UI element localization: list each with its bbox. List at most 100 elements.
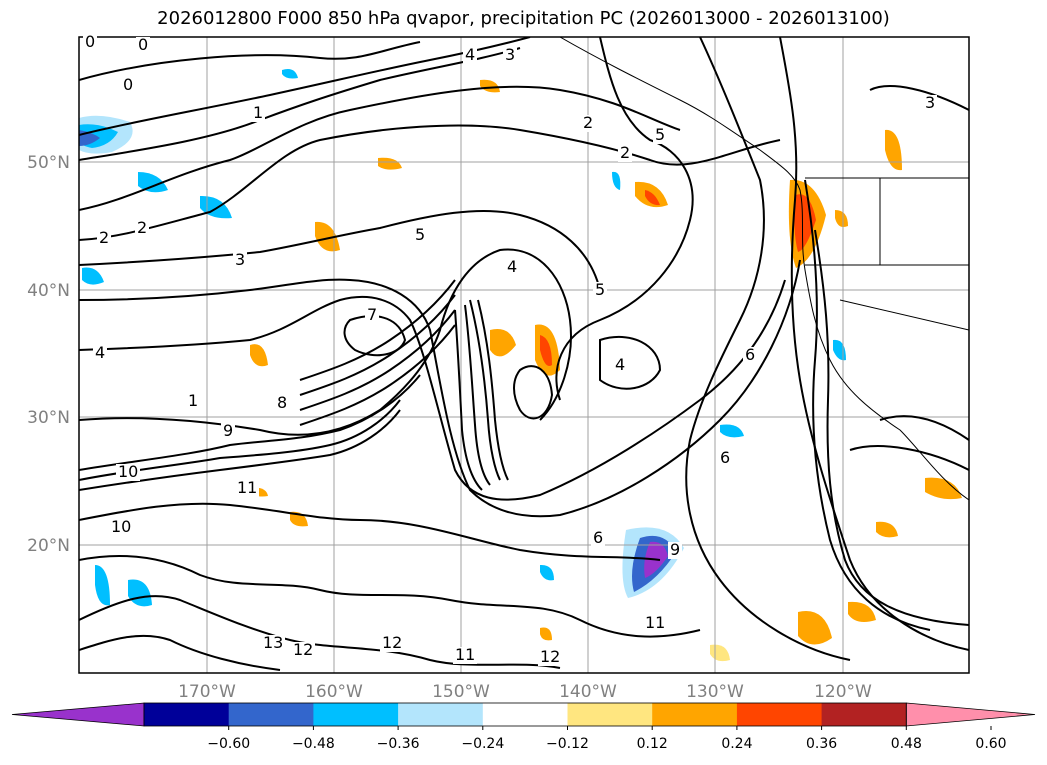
contour-label: 2 bbox=[99, 228, 109, 247]
contour-label-bg bbox=[261, 635, 285, 652]
colorbar-segment bbox=[567, 703, 653, 726]
contour-label-bg bbox=[235, 480, 259, 497]
contour-label-bg bbox=[743, 347, 757, 364]
plot-area bbox=[79, 37, 969, 673]
contour-label: 3 bbox=[925, 93, 935, 112]
contour-label-bg bbox=[718, 450, 732, 467]
colorbar-tick-label: 0.60 bbox=[975, 736, 1006, 752]
contour-label-bg bbox=[503, 47, 517, 64]
contour-label: 13 bbox=[263, 633, 283, 652]
colorbar-segment bbox=[144, 703, 230, 726]
colorbar-tick-label: 0.12 bbox=[637, 736, 668, 752]
contour-label-bg bbox=[505, 259, 519, 276]
contour-label-bg bbox=[121, 77, 135, 94]
contour-label-bg bbox=[591, 530, 605, 547]
contour-label-bg bbox=[643, 615, 667, 632]
lon-label-130w: 130°W bbox=[686, 682, 744, 702]
contour-label: 6 bbox=[720, 448, 730, 467]
qvapor-contours bbox=[79, 37, 969, 671]
contour-label-bg bbox=[923, 95, 937, 112]
colorbar-tick-label: −0.24 bbox=[461, 736, 504, 752]
contour-label: 2 bbox=[583, 113, 593, 132]
contour-label: 4 bbox=[95, 343, 105, 362]
contour-label-bg bbox=[275, 395, 289, 412]
contour-label-bg bbox=[136, 37, 150, 54]
colorbar-tick-label: 0.36 bbox=[806, 736, 837, 752]
contour-label: 4 bbox=[507, 257, 517, 276]
colorbar-segment bbox=[313, 703, 399, 726]
colorbar-extend-high bbox=[905, 702, 1036, 727]
colorbar-tick-label: −0.60 bbox=[207, 736, 250, 752]
contour-label: 0 bbox=[138, 35, 148, 54]
contour-label: 0 bbox=[85, 32, 95, 51]
contour-label: 0 bbox=[123, 75, 133, 94]
contour-label: 3 bbox=[505, 45, 515, 64]
contour-label-bg bbox=[251, 105, 265, 122]
colorbar-tick-label: 0.48 bbox=[891, 736, 922, 752]
contour-label-bg bbox=[613, 357, 627, 374]
contour-label-bg bbox=[186, 393, 200, 410]
contour-label-bg bbox=[135, 220, 149, 237]
colorbar-tick-label: −0.48 bbox=[292, 736, 335, 752]
contour-label: 12 bbox=[293, 640, 313, 659]
colorbar-segment bbox=[821, 703, 907, 726]
contour-label: 5 bbox=[655, 125, 665, 144]
contour-label: 6 bbox=[745, 345, 755, 364]
colorbar-segment bbox=[482, 703, 568, 726]
contour-label: 4 bbox=[465, 45, 475, 64]
contour-labels: 0 003334444555222211666789910101111111212… bbox=[83, 32, 937, 666]
graticule bbox=[79, 37, 969, 673]
plot-frame bbox=[78, 36, 970, 674]
contour-label-bg bbox=[581, 115, 595, 132]
contour-label-bg bbox=[365, 307, 379, 324]
contour-label: 2 bbox=[137, 218, 147, 237]
contour-label: 11 bbox=[455, 645, 475, 664]
lat-label-20n: 20°N bbox=[27, 536, 70, 556]
contour-label-bg bbox=[221, 423, 235, 440]
contour-label: 1 bbox=[253, 103, 263, 122]
contour-label: 10 bbox=[111, 517, 131, 536]
contour-label: 1 bbox=[188, 391, 198, 410]
longitude-labels: 170°W 160°W 150°W 140°W 130°W 120°W bbox=[178, 682, 872, 702]
contour-label: 7 bbox=[367, 305, 377, 324]
contour-label: 3 bbox=[235, 250, 245, 269]
contour-label: 12 bbox=[540, 647, 560, 666]
contour-label-bg bbox=[593, 282, 607, 299]
contour-label-bg bbox=[233, 252, 247, 269]
contour-label-bg bbox=[291, 642, 315, 659]
colorbar-segment bbox=[228, 703, 314, 726]
colorbar-segment bbox=[652, 703, 738, 726]
lon-label-140w: 140°W bbox=[559, 682, 617, 702]
contour-label: 4 bbox=[615, 355, 625, 374]
contour-label: 2 bbox=[620, 143, 630, 162]
contour-label: 8 bbox=[277, 393, 287, 412]
colorbar-tick-label: −0.12 bbox=[546, 736, 589, 752]
contour-label-bg bbox=[618, 145, 632, 162]
contour-label-bg bbox=[116, 464, 140, 481]
lat-label-40n: 40°N bbox=[27, 281, 70, 301]
lon-label-160w: 160°W bbox=[305, 682, 363, 702]
contour-label-bg bbox=[463, 47, 477, 64]
colorbar-extend-low bbox=[11, 702, 145, 727]
lat-label-30n: 30°N bbox=[27, 408, 70, 428]
contour-label: 6 bbox=[593, 528, 603, 547]
contour-label-bg bbox=[413, 227, 427, 244]
contour-label-bg bbox=[97, 230, 111, 247]
colorbar-tick-label: −0.36 bbox=[377, 736, 420, 752]
lon-label-170w: 170°W bbox=[178, 682, 236, 702]
contour-label: 11 bbox=[237, 478, 257, 497]
contour-label-bg bbox=[653, 127, 667, 144]
latitude-labels: 50°N 40°N 30°N 20°N bbox=[27, 153, 70, 556]
colorbar: −0.60 −0.48 −0.36 −0.24 −0.12 0.12 0.24 0.36 0.4… bbox=[11, 702, 1036, 752]
contour-label-bg bbox=[93, 345, 107, 362]
contour-label-bg bbox=[83, 34, 97, 51]
contour-label-bg bbox=[380, 635, 404, 652]
colorbar-frame bbox=[143, 702, 907, 727]
contour-label: 9 bbox=[670, 540, 680, 559]
contour-label-bg bbox=[668, 542, 682, 559]
coastline bbox=[559, 37, 969, 501]
contour-label: 10 bbox=[118, 462, 138, 481]
contour-label-bg bbox=[538, 649, 562, 666]
colorbar-tick-label: 0.24 bbox=[721, 736, 752, 752]
